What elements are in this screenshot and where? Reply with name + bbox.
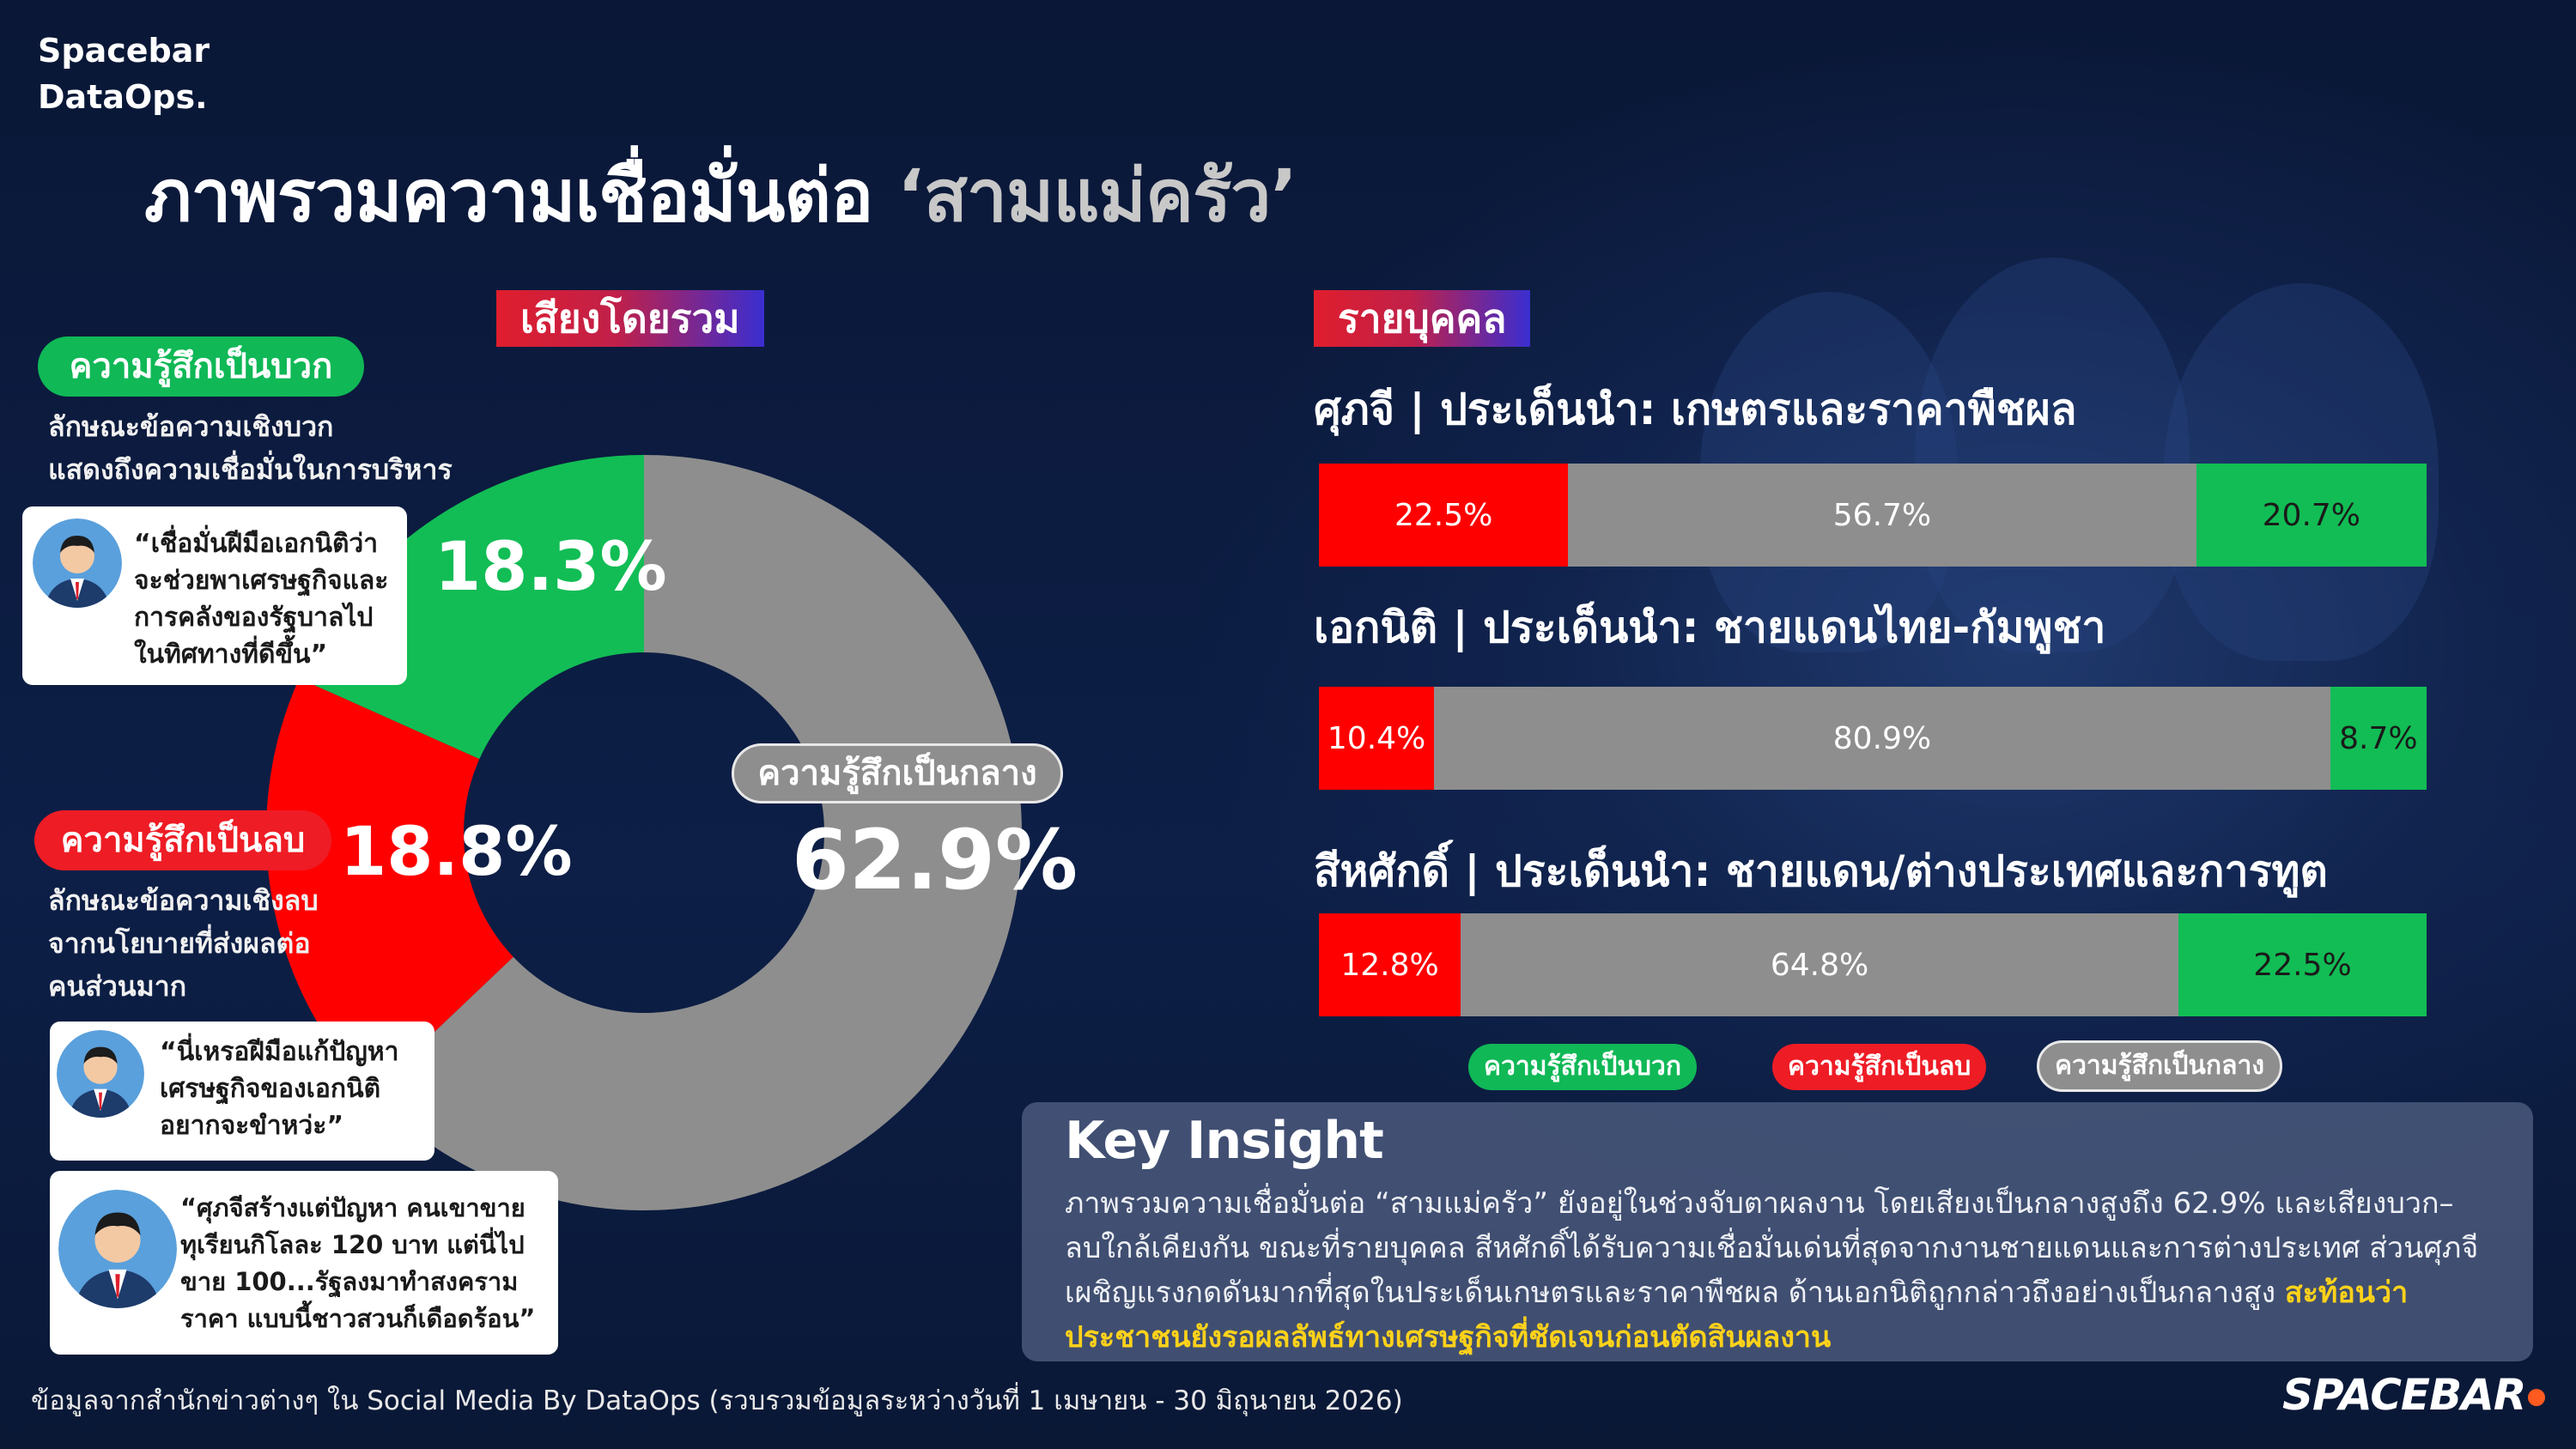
negative-description: ลักษณะข้อความเชิงลบ จากนโยบายที่ส่งผลต่อ… (48, 879, 319, 1008)
stacked-bar-2: 10.4% 80.9% 8.7% (1319, 687, 2427, 790)
person-heading-1: ศุภจี | ประเด็นนำ: เกษตรและราคาพืชผล (1314, 385, 2077, 434)
person-icon (57, 1030, 144, 1118)
person-heading-2: เอกนิติ | ประเด็นนำ: ชายแดนไทย-กัมพูชา (1314, 603, 2106, 652)
bar-2-positive: 8.7% (2330, 687, 2427, 790)
donut-slice-neutral (370, 455, 1023, 1210)
background-silhouette (1915, 258, 2190, 652)
insight-line-1: ภาพรวมความเชื่อมั่นต่อ “สามแม่ครัว” ยังอ… (1065, 1186, 2454, 1221)
brand-line-1: Spacebar (38, 32, 210, 70)
brand-wordmark: Spacebar DataOps. (38, 27, 210, 120)
positive-quote-line-2: จะช่วยพาเศรษฐกิจและ (134, 566, 389, 596)
title-main: ภาพรวมความเชื่อมั่นต่อ (144, 154, 897, 238)
positive-label: ความรู้สึกเป็นบวก (38, 336, 364, 397)
negative-quote-1-line-3: อยากจะขำหว่ะ” (160, 1111, 344, 1141)
negative-desc-line-2: จากนโยบายที่ส่งผลต่อ (48, 927, 311, 960)
legend-negative: ความรู้สึกเป็นลบ (1772, 1044, 1987, 1090)
positive-quote-line-3: การคลังของรัฐบาลไป (134, 603, 374, 633)
person-icon (58, 1190, 177, 1308)
negative-quote-1-line-2: เศรษฐกิจของเอกนิติ (160, 1074, 381, 1104)
legend-positive: ความรู้สึกเป็นบวก (1468, 1044, 1697, 1090)
source-footer: ข้อมูลจากสำนักข่าวต่างๆ ใน Social Media … (31, 1385, 1403, 1416)
positive-percent: 18.3% (434, 529, 667, 606)
negative-percent: 18.8% (340, 814, 573, 891)
negative-quote-2-line-2: ทุเรียนกิโลละ 120 บาท แต่นี่ไป (180, 1230, 525, 1259)
negative-quote-2-line-1: “ศุภจีสร้างแต่ปัญหา คนเขาขาย (180, 1193, 526, 1222)
positive-desc-line-1: ลักษณะข้อความเชิงบวก (48, 410, 334, 443)
person-icon (33, 518, 122, 608)
overall-tag: เสียงโดยรวม (496, 290, 764, 347)
spacebar-logo: SPACEBAR (2282, 1370, 2526, 1420)
insight-heading: Key Insight (1065, 1111, 1384, 1171)
bar-1-neutral: 56.7% (1568, 464, 2196, 567)
insight-line-3: เผชิญแรงกดดันมากที่สุดในประเด็นเกษตรและร… (1065, 1276, 2285, 1310)
bar-1-negative: 22.5% (1319, 464, 1569, 567)
page-title: ภาพรวมความเชื่อมั่นต่อ ‘สามแม่ครัว’ (144, 137, 1297, 252)
donut-slice-negative (266, 678, 513, 1094)
stacked-bar-3: 12.8% 64.8% 22.5% (1319, 913, 2427, 1016)
negative-quote-2-line-3: ขาย 100...รัฐลงมาทำสงคราม (180, 1267, 519, 1296)
positive-quote-card: “เชื่อมั่นฝีมือเอกนิติว่า จะช่วยพาเศรษฐก… (22, 506, 407, 685)
bar-1-positive: 20.7% (2196, 464, 2427, 567)
negative-quote-1-line-1: “นี่เหรอฝีมือแก้ปัญหา (160, 1037, 399, 1067)
key-insight-panel: Key Insight ภาพรวมความเชื่อมั่นต่อ “สามแ… (1022, 1102, 2533, 1361)
person-avatar (57, 1030, 144, 1118)
negative-desc-line-1: ลักษณะข้อความเชิงลบ (48, 884, 319, 917)
insight-line-2: ลบใกล้เคียงกัน ขณะที่รายบุคคล สีหศักดิ์ไ… (1065, 1231, 2479, 1265)
individual-tag: รายบุคคล (1314, 290, 1531, 347)
negative-quote-card-1: “นี่เหรอฝีมือแก้ปัญหา เศรษฐกิจของเอกนิติ… (50, 1022, 434, 1161)
negative-label: ความรู้สึกเป็นลบ (34, 810, 331, 870)
bar-3-negative: 12.8% (1319, 913, 1461, 1016)
positive-quote-line-4: ในทิศทางที่ดีขึ้น” (134, 640, 328, 670)
positive-quote-line-1: “เชื่อมั่นฝีมือเอกนิติว่า (134, 529, 379, 559)
negative-quote-card-2: “ศุภจีสร้างแต่ปัญหา คนเขาขาย ทุเรียนกิโล… (50, 1171, 558, 1355)
positive-description: ลักษณะข้อความเชิงบวก แสดงถึงความเชื่อมั่… (48, 405, 453, 491)
insight-line-3-wrap: เผชิญแรงกดดันมากที่สุดในประเด็นเกษตรและร… (1065, 1270, 2507, 1315)
insight-body: ภาพรวมความเชื่อมั่นต่อ “สามแม่ครัว” ยังอ… (1065, 1181, 2507, 1360)
negative-desc-line-3: คนส่วนมาก (48, 970, 187, 1003)
logo-dot (2528, 1389, 2545, 1406)
brand-line-2: DataOps. (38, 78, 208, 116)
neutral-percent: 62.9% (792, 812, 1078, 908)
insight-highlight-2: ประชาชนยังรอผลลัพธ์ทางเศรษฐกิจที่ชัดเจนก… (1065, 1320, 1832, 1355)
bar-2-negative: 10.4% (1319, 687, 1435, 790)
insight-highlight-1: สะท้อนว่า (2284, 1276, 2409, 1310)
person-avatar (58, 1190, 177, 1308)
bar-2-neutral: 80.9% (1434, 687, 2330, 790)
title-quoted: ‘สามแม่ครัว’ (896, 154, 1298, 238)
neutral-label: ความรู้สึกเป็นกลาง (732, 743, 1063, 803)
person-avatar (33, 518, 122, 608)
stacked-bar-1: 22.5% 56.7% 20.7% (1319, 464, 2427, 567)
bar-3-positive: 22.5% (2178, 913, 2427, 1016)
legend-neutral: ความรู้สึกเป็นกลาง (2037, 1040, 2282, 1092)
positive-desc-line-2: แสดงถึงความเชื่อมั่นในการบริหาร (48, 453, 453, 486)
person-heading-3: สีหศักดิ์ | ประเด็นนำ: ชายแดน/ต่างประเทศ… (1314, 846, 2328, 896)
negative-quote-2-line-4: ราคา แบบนี้ชาวสวนก็เดือดร้อน” (180, 1304, 536, 1333)
bar-3-neutral: 64.8% (1461, 913, 2179, 1016)
